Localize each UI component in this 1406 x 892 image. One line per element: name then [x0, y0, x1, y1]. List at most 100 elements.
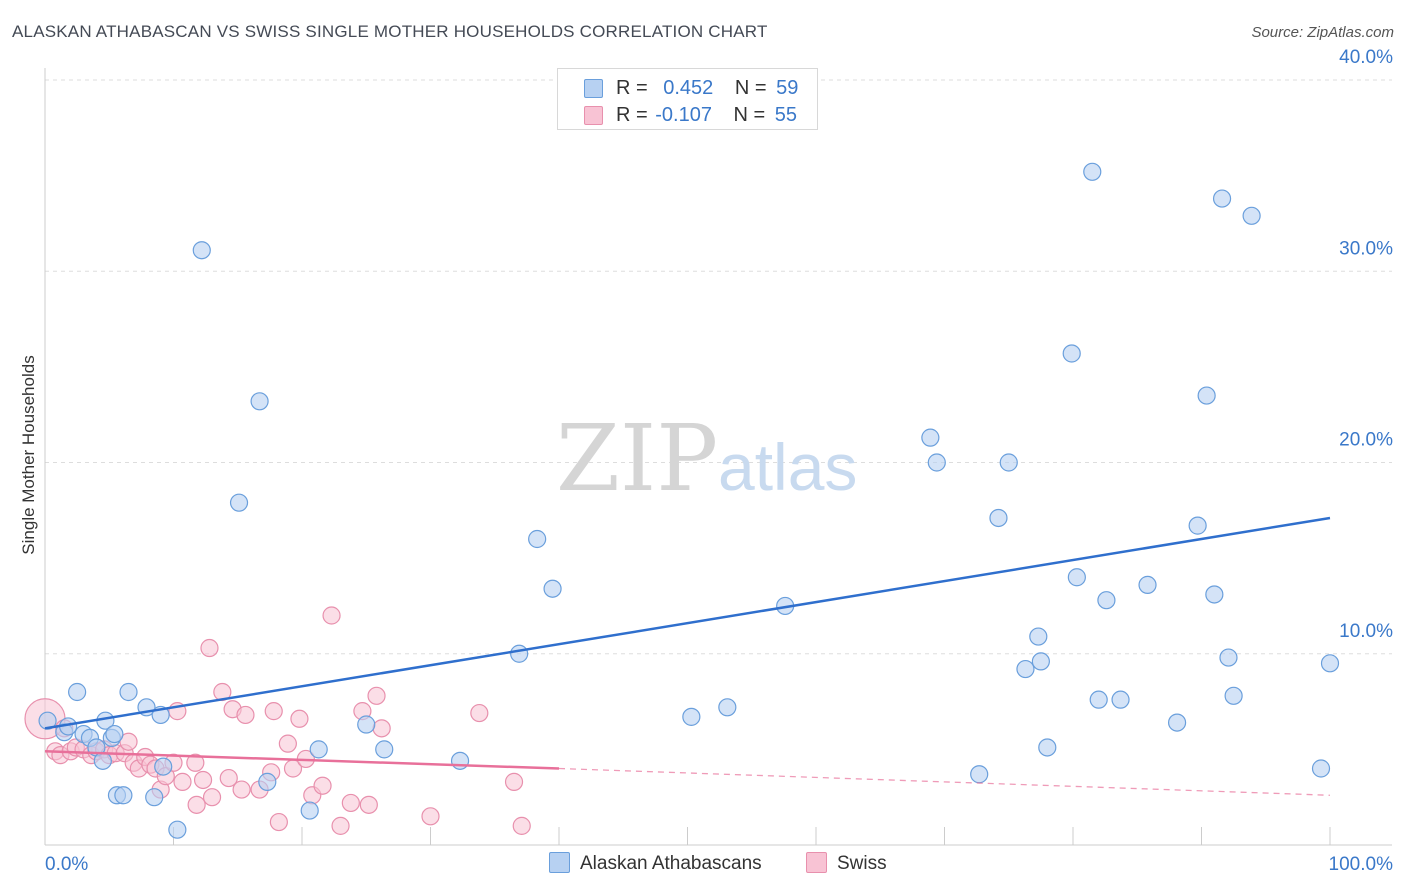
athabascan-point: [300, 801, 319, 820]
athabascan-point: [1038, 738, 1057, 757]
r-label: R =: [616, 104, 648, 126]
athabascan-point: [168, 820, 187, 839]
swiss-point: [186, 753, 205, 772]
swiss-point: [341, 793, 360, 813]
source-label: Source: ZipAtlas.com: [1251, 24, 1394, 41]
r-value-athabascan: 0.452: [663, 77, 714, 99]
y-tick-label: 20.0%: [1339, 430, 1393, 451]
athabascan-point: [543, 579, 562, 598]
athabascan-point: [1029, 627, 1048, 646]
y-axis-label: Single Mother Households: [19, 355, 38, 554]
swiss-point: [470, 703, 489, 723]
athabascan-point: [1188, 516, 1207, 535]
swiss-point: [504, 772, 524, 791]
athabascan-point: [1167, 713, 1187, 732]
athabascan-point: [68, 682, 87, 702]
bottom-legend-label-athabascan: Alaskan Athabascans: [580, 853, 762, 874]
swiss-point: [173, 772, 192, 791]
legend-swatch-blue: [584, 79, 603, 98]
athabascan-point: [1111, 690, 1130, 709]
athabascan-point: [1320, 654, 1340, 673]
athabascan-point: [1067, 568, 1086, 587]
swiss-point: [232, 780, 251, 799]
athabascan-point: [999, 453, 1018, 472]
n-value-athabascan: 59: [776, 77, 799, 99]
athabascan-point: [38, 711, 57, 730]
n-value-swiss: 55: [774, 104, 798, 126]
swiss-trend-line: [44, 750, 560, 770]
r-value-swiss: -0.107: [655, 104, 712, 126]
athabascan-point: [1062, 344, 1081, 363]
swiss-point: [359, 795, 378, 814]
athabascan-point: [93, 751, 112, 770]
athabascan-point: [1138, 575, 1157, 595]
trend-lines: [44, 516, 1331, 796]
athabascan-point: [718, 698, 737, 717]
chart-title: ALASKAN ATHABASCAN VS SWISS SINGLE MOTHE…: [12, 22, 768, 41]
athabascan-point: [927, 453, 946, 472]
athabascan-point: [510, 644, 529, 663]
athabascan-point: [1242, 206, 1261, 225]
y-tick-label: 40.0%: [1339, 47, 1393, 68]
swiss-point: [187, 795, 206, 814]
y-tick-label: 30.0%: [1339, 238, 1393, 259]
athabascan-point: [1219, 648, 1238, 667]
n-label: N =: [734, 77, 767, 99]
athabascan-point: [114, 786, 133, 805]
bottom-legend-athabascan: Alaskan Athabascans: [549, 852, 762, 875]
swiss-point: [367, 686, 386, 705]
r-label: R =: [616, 77, 648, 99]
athabascan-point: [682, 707, 701, 726]
athabascan-point: [357, 715, 376, 734]
athabascan-point: [1083, 162, 1102, 181]
legend-swatch-pink: [584, 106, 603, 125]
y-tick-label: 10.0%: [1339, 621, 1393, 642]
correlation-legend: R = 0.452 N = 59 R = -0.107 N = 55: [557, 68, 818, 130]
athabascan-point: [105, 724, 124, 744]
swiss-point: [193, 770, 213, 790]
athabascan-point: [921, 428, 940, 447]
athabascan-points: [38, 162, 1340, 839]
bottom-legend-swatch-blue: [549, 852, 570, 873]
swiss-point: [322, 606, 341, 625]
athabascan-point: [119, 682, 138, 702]
athabascan-point: [375, 740, 394, 759]
athabascan-point: [528, 529, 547, 549]
athabascan-point: [1089, 690, 1108, 709]
athabascan-point: [1016, 659, 1035, 679]
athabascan-point: [1197, 386, 1216, 405]
athabascan-point: [258, 772, 277, 791]
swiss-point: [313, 776, 332, 795]
swiss-point: [200, 638, 219, 658]
watermark-atlas: atlas: [718, 430, 857, 504]
swiss-point: [269, 812, 288, 832]
swiss-point: [421, 807, 440, 826]
athabascan-point: [229, 493, 249, 512]
athabascan-point: [145, 788, 164, 807]
gridlines: [45, 79, 1392, 655]
swiss-point: [290, 709, 309, 728]
swiss-point: [236, 705, 255, 725]
swiss-trend-extension: [558, 767, 1331, 796]
athabascan-point: [154, 757, 173, 776]
swiss-point: [264, 702, 283, 721]
x-tick-label-min: 0.0%: [45, 854, 88, 875]
watermark: ZIP atlas: [556, 405, 857, 512]
swiss-point: [512, 816, 531, 835]
bottom-legend-swiss: Swiss: [806, 852, 887, 875]
swiss-point: [202, 788, 222, 807]
n-label: N =: [733, 104, 766, 126]
swiss-point: [219, 768, 238, 788]
athabascan-point: [1311, 759, 1331, 778]
watermark-zip: ZIP: [556, 405, 718, 512]
athabascan-point: [1031, 652, 1050, 671]
athabascan-point: [309, 740, 328, 759]
athabascan-point: [1205, 585, 1224, 604]
athabascan-point: [1097, 591, 1116, 610]
athabascan-point: [192, 241, 211, 260]
athabascan-trend-line: [44, 516, 1331, 730]
athabascan-point: [970, 765, 989, 784]
tick-labels: 10.0% 20.0% 30.0% 40.0% 0.0% 100.0%: [45, 47, 1393, 875]
athabascan-point: [1224, 686, 1243, 705]
